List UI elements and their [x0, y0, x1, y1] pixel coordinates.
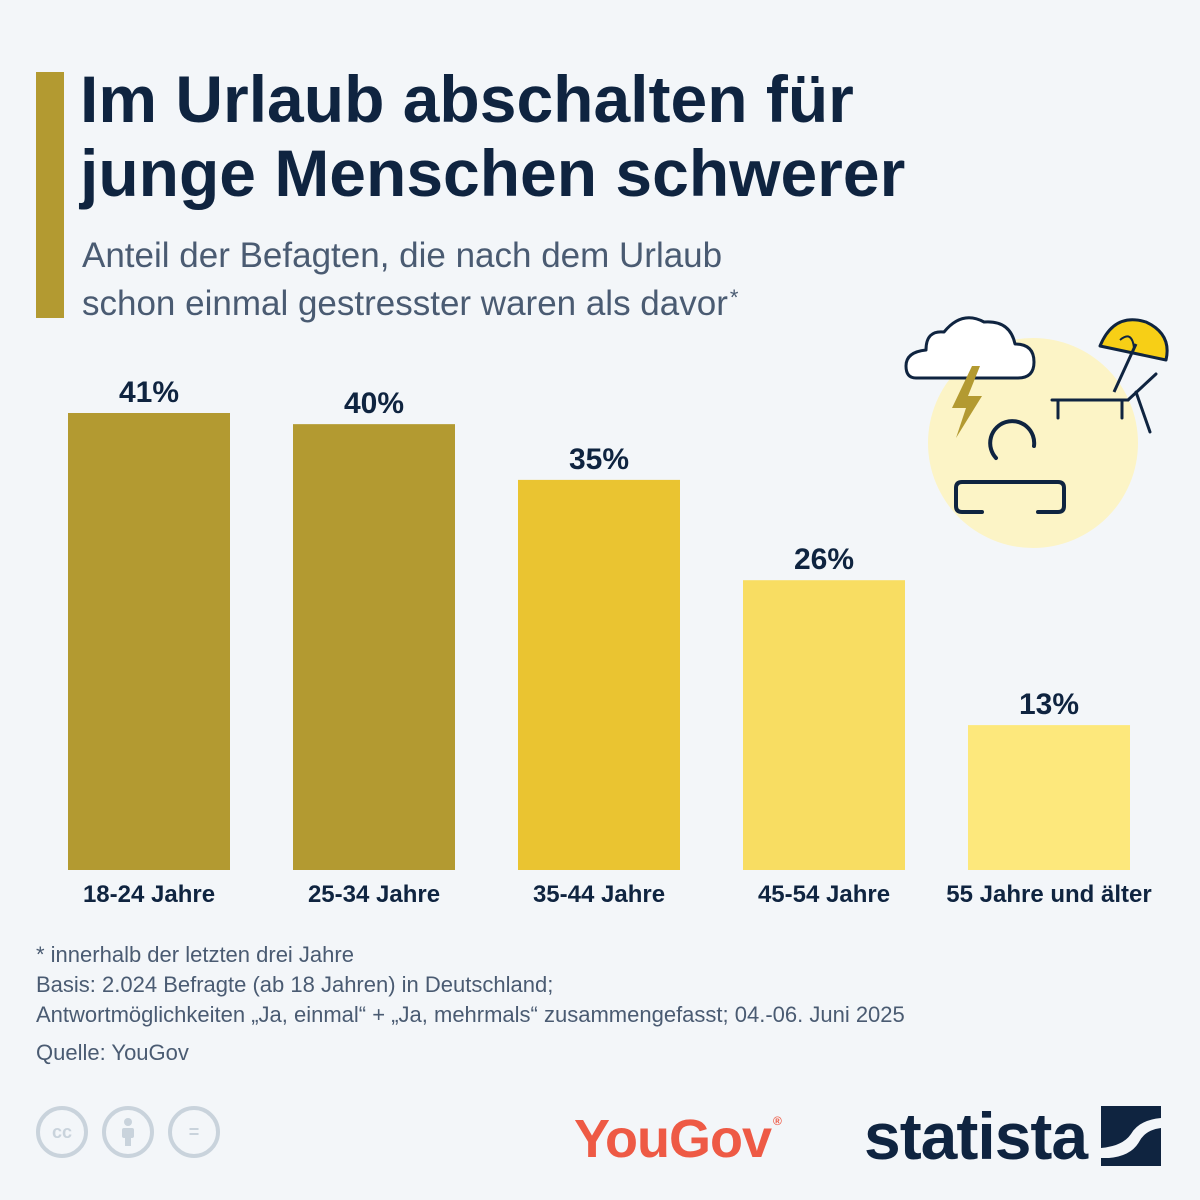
- category-label-4: 45-54 Jahre: [758, 881, 890, 908]
- lightning-icon: [952, 366, 982, 438]
- title-accent-bar: [36, 72, 64, 318]
- category-labels-group: 18-24 Jahre 25-34 Jahre 35-44 Jahre 45-54 J…: [83, 881, 1152, 908]
- bar-value-label-3: 35%: [569, 443, 629, 476]
- nd-icon-label: =: [188, 1121, 200, 1142]
- bar-1[interactable]: [68, 413, 230, 870]
- subtitle-line-2: schon einmal gestresster waren als davor: [82, 284, 728, 323]
- title-line-1: Im Urlaub abschalten für: [80, 62, 854, 136]
- footnote: * innerhalb der letzten drei Jahre: [36, 942, 354, 967]
- category-label-3: 35-44 Jahre: [533, 881, 665, 908]
- subtitle: Anteil der Befagten, die nach dem Urlaub…: [82, 232, 902, 328]
- umbrella-icon: [1098, 318, 1169, 393]
- vacation-stress-illustration: [904, 316, 1169, 548]
- attribution-figure-icon: [122, 1118, 134, 1146]
- basis-note: Basis: 2.024 Befragte (ab 18 Jahren) in …: [36, 972, 554, 997]
- page-title: Im Urlaub abschalten für junge Menschen …: [80, 62, 1080, 210]
- subtitle-asterisk: *: [729, 285, 739, 310]
- bars-group: [68, 413, 1130, 870]
- category-label-1: 18-24 Jahre: [83, 881, 215, 908]
- statista-wordmark: statista: [864, 1099, 1088, 1173]
- bar-5[interactable]: [968, 725, 1130, 870]
- no-derivatives-icon[interactable]: =: [168, 1106, 220, 1158]
- bar-2[interactable]: [293, 424, 455, 870]
- license-icons: cc =: [36, 1106, 220, 1158]
- cloud-icon: [904, 316, 1036, 380]
- bar-value-label-1: 41%: [119, 376, 179, 409]
- yougov-registered-mark: ®: [773, 1114, 782, 1128]
- title-line-2: junge Menschen schwerer: [80, 136, 906, 210]
- yougov-logo[interactable]: YouGov ®: [574, 1108, 782, 1170]
- statista-logo-icon: [1101, 1106, 1162, 1166]
- bar-value-label-4: 26%: [794, 543, 854, 576]
- bar-value-label-5: 13%: [1019, 688, 1079, 721]
- cc-icon[interactable]: cc: [36, 1106, 88, 1158]
- value-labels-group: 41% 40% 35% 26% 13%: [119, 376, 1079, 721]
- sunbed-icon: [1050, 372, 1158, 434]
- bar-value-label-2: 40%: [344, 387, 404, 420]
- person-icon: [954, 419, 1066, 514]
- attribution-icon[interactable]: [102, 1106, 154, 1158]
- chart-notes: * innerhalb der letzten drei Jahre Basis…: [36, 940, 1156, 1068]
- bar-4[interactable]: [743, 580, 905, 870]
- category-label-5: 55 Jahre und älter: [946, 881, 1151, 908]
- statista-logo[interactable]: statista: [864, 1098, 1162, 1174]
- source-note: Quelle: YouGov: [36, 1040, 189, 1065]
- subtitle-line-1: Anteil der Befagten, die nach dem Urlaub: [82, 236, 723, 275]
- category-label-2: 25-34 Jahre: [308, 881, 440, 908]
- bar-3[interactable]: [518, 479, 680, 870]
- cc-icon-label: cc: [51, 1121, 73, 1142]
- yougov-wordmark: YouGov: [574, 1109, 772, 1169]
- answers-note: Antwortmöglichkeiten „Ja, einmal“ + „Ja,…: [36, 1002, 905, 1027]
